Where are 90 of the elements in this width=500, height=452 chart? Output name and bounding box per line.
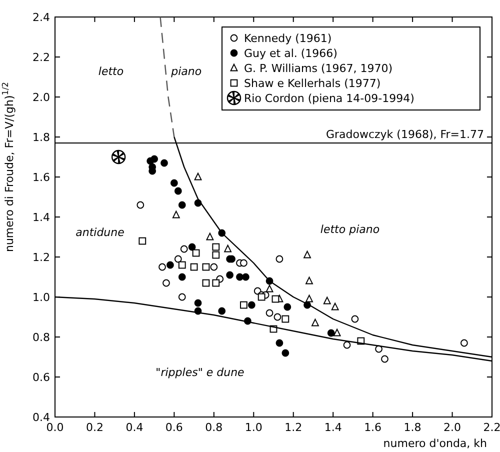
x-tick-label: 2.2 <box>483 421 500 434</box>
point <box>178 201 186 209</box>
point <box>282 315 290 323</box>
point <box>266 284 274 292</box>
point <box>170 179 178 187</box>
point <box>194 299 202 307</box>
point <box>194 172 202 180</box>
x-tick-label: 0.8 <box>205 421 223 434</box>
annotation: antidune <box>76 226 125 239</box>
point <box>190 263 198 271</box>
point <box>306 276 313 284</box>
x-tick-label: 1.4 <box>324 421 342 434</box>
legend-label: G. P. Williams (1967, 1970) <box>244 62 393 75</box>
point <box>331 302 339 310</box>
point <box>274 313 282 321</box>
point <box>206 232 214 240</box>
point <box>381 355 388 363</box>
x-tick-label: 0.2 <box>86 421 104 434</box>
y-tick-label: 1.4 <box>32 211 50 224</box>
point <box>174 255 182 263</box>
y-tick-label: 2.0 <box>32 91 50 104</box>
point <box>172 210 180 218</box>
y-tick-label: 1.6 <box>32 171 50 184</box>
point <box>312 318 319 326</box>
point <box>160 159 168 167</box>
ref-line-label: Gradowczyk (1968), Fr=1.77 <box>326 128 484 141</box>
point <box>212 251 220 259</box>
point <box>166 261 174 269</box>
point <box>136 201 144 209</box>
annotation: letto piano <box>320 223 380 236</box>
y-tick-label: 1.0 <box>32 291 50 304</box>
point <box>306 294 313 302</box>
x-tick-label: 0.0 <box>46 421 64 434</box>
point <box>276 339 284 347</box>
y-tick-label: 1.8 <box>32 131 50 144</box>
point <box>248 301 256 309</box>
legend-label: Rio Cordon (piena 14-09-1994) <box>244 92 414 105</box>
point <box>210 263 218 271</box>
legend-label: Shaw e Kellerhals (1977) <box>244 77 381 90</box>
point <box>212 243 220 251</box>
point <box>266 309 274 317</box>
point <box>202 263 210 271</box>
point <box>174 187 182 195</box>
point <box>242 273 250 281</box>
point <box>276 255 284 263</box>
point <box>460 339 468 347</box>
point <box>188 243 196 251</box>
point <box>272 295 280 303</box>
legend-label: Guy et al. (1966) <box>244 47 338 60</box>
annotation: "ripples" e dune <box>156 366 245 379</box>
y-tick-label: 1.2 <box>32 251 50 264</box>
y-tick-label: 2.4 <box>32 11 50 24</box>
point <box>158 263 166 271</box>
point <box>240 259 248 267</box>
point <box>327 329 335 337</box>
point <box>162 279 170 287</box>
point <box>138 237 146 245</box>
point <box>226 271 234 279</box>
point <box>224 244 232 252</box>
point <box>178 273 186 281</box>
point <box>284 303 292 311</box>
point <box>180 245 188 253</box>
point <box>282 349 290 357</box>
point <box>323 296 331 304</box>
point <box>304 250 311 258</box>
point <box>343 341 351 349</box>
y-tick-label: 0.6 <box>32 371 50 384</box>
x-axis-title: numero d'onda, kh <box>383 437 488 450</box>
point <box>202 279 210 287</box>
x-tick-label: 1.8 <box>404 421 422 434</box>
point <box>192 249 200 257</box>
x-tick-label: 0.6 <box>165 421 183 434</box>
point <box>212 279 220 287</box>
y-tick-label: 2.2 <box>32 51 50 64</box>
point <box>218 307 226 315</box>
annotation: letto piano <box>98 65 202 78</box>
x-tick-label: 0.4 <box>126 421 144 434</box>
x-tick-label: 1.0 <box>244 421 262 434</box>
point <box>240 301 248 309</box>
point <box>178 293 186 301</box>
x-tick-label: 2.0 <box>444 421 462 434</box>
point <box>351 315 359 323</box>
x-tick-label: 1.6 <box>364 421 382 434</box>
y-tick-label: 0.8 <box>32 331 50 344</box>
y-tick-label: 0.4 <box>32 411 50 424</box>
x-tick-label: 1.2 <box>284 421 302 434</box>
point <box>178 261 186 269</box>
point <box>150 155 158 163</box>
legend-label: Kennedy (1961) <box>244 32 332 45</box>
point <box>333 328 341 336</box>
